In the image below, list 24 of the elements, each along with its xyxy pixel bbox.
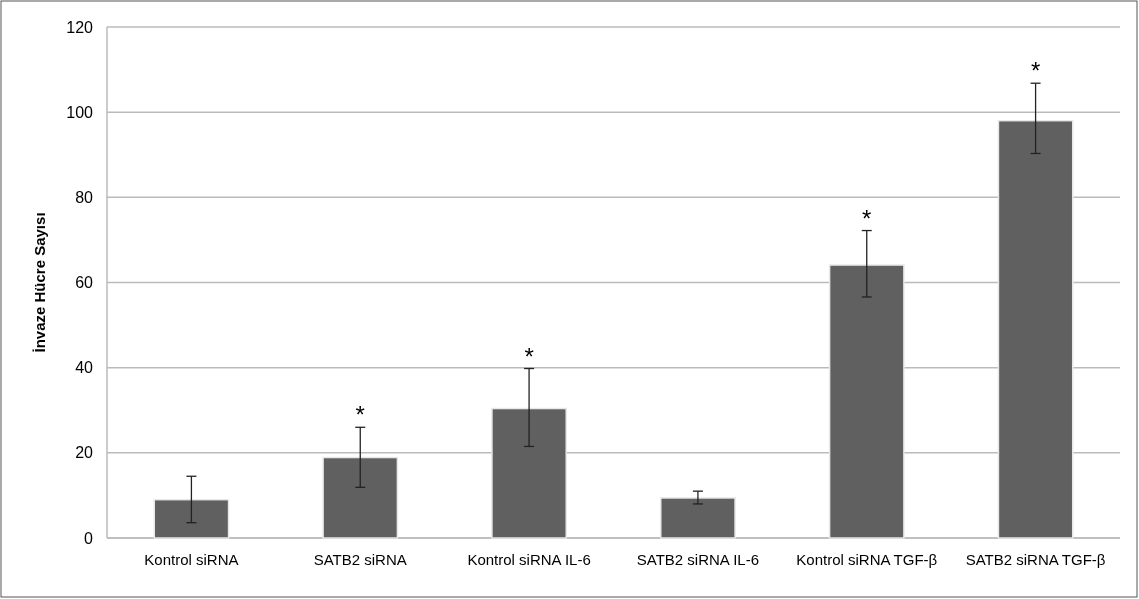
y-axis-title: İnvaze Hücre Sayısı <box>31 212 48 353</box>
x-tick-label: Kontrol siRNA TGF-β <box>796 551 938 568</box>
x-tick-label: Kontrol siRNA IL-6 <box>467 551 591 568</box>
annotation: * <box>1030 57 1041 85</box>
y-tick-label: 120 <box>66 18 94 36</box>
y-tick-label: 20 <box>75 444 94 462</box>
annotation: * <box>524 342 534 370</box>
bar <box>828 264 905 539</box>
y-tick-label: 0 <box>84 529 94 547</box>
bar <box>322 456 399 539</box>
x-tick-label: SATB2 siRNA TGF-β <box>965 551 1106 568</box>
y-tick-label: 60 <box>75 274 94 292</box>
x-tick-label: SATB2 siRNA IL-6 <box>636 551 760 568</box>
bar <box>997 119 1074 539</box>
x-tick-label: Kontrol siRNA <box>144 551 239 568</box>
x-tick-label: SATB2 siRNA <box>313 551 407 568</box>
y-tick-label: 40 <box>75 359 94 377</box>
y-tick-label: 80 <box>75 188 94 206</box>
bar <box>660 497 736 539</box>
bar <box>491 407 567 539</box>
bar <box>153 498 230 539</box>
annotation: * <box>355 401 365 429</box>
annotation: * <box>862 204 872 232</box>
y-tick-label: 100 <box>66 103 94 121</box>
